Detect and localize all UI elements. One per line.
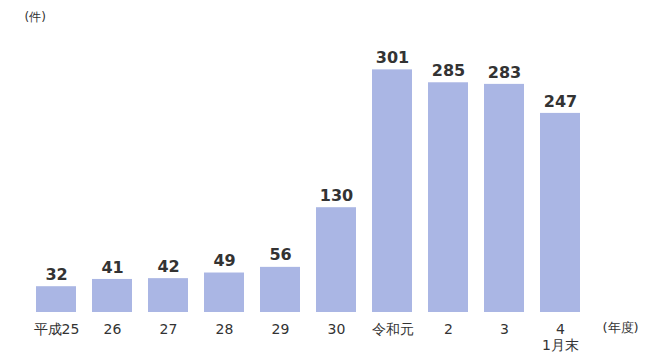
svg-text:130: 130 [320,186,353,205]
svg-text:49: 49 [213,251,235,270]
svg-text:41月末: 41月末 [542,321,579,353]
svg-text:26: 26 [104,321,122,337]
svg-text:247: 247 [544,92,577,111]
svg-text:27: 27 [160,321,178,337]
svg-text:28: 28 [216,321,234,337]
svg-text:42: 42 [157,257,179,276]
svg-text:3: 3 [500,321,509,337]
svg-text:41: 41 [101,258,123,277]
svg-text:56: 56 [269,245,291,264]
svg-text:(年度): (年度) [603,320,639,335]
svg-text:平成25: 平成25 [34,321,80,337]
svg-text:令和元: 令和元 [372,321,414,337]
svg-text:32: 32 [45,265,67,284]
svg-text:285: 285 [432,61,465,80]
svg-text:2: 2 [444,321,453,337]
svg-text:29: 29 [272,321,290,337]
svg-text:30: 30 [328,321,346,337]
svg-text:301: 301 [376,48,409,67]
svg-text:(件): (件) [25,10,46,24]
svg-text:283: 283 [488,63,521,82]
